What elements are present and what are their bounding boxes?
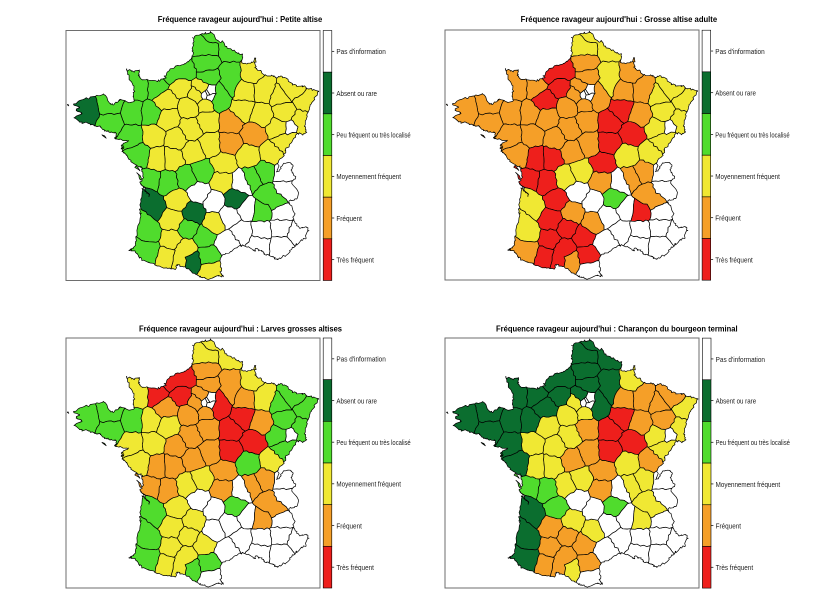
svg-text:Moyennement fréquent: Moyennement fréquent xyxy=(336,173,401,181)
svg-text:Absent ou rare: Absent ou rare xyxy=(715,90,756,98)
svg-text:Peu fréquent ou très localisé: Peu fréquent ou très localisé xyxy=(336,132,410,140)
svg-text:Fréquent: Fréquent xyxy=(715,215,741,223)
svg-text:Peu fréquent ou très localisé: Peu fréquent ou très localisé xyxy=(715,131,789,139)
svg-text:Fréquent: Fréquent xyxy=(716,523,742,531)
svg-text:Absent ou rare: Absent ou rare xyxy=(336,90,377,98)
svg-text:Très fréquent: Très fréquent xyxy=(715,256,753,264)
svg-text:Très fréquent: Très fréquent xyxy=(336,564,374,572)
svg-text:Peu fréquent ou très localisé: Peu fréquent ou très localisé xyxy=(336,439,410,447)
svg-text:Pas d'information: Pas d'information xyxy=(336,48,385,56)
svg-text:Fréquent: Fréquent xyxy=(336,215,362,223)
svg-text:Pas d'information: Pas d'information xyxy=(715,48,764,56)
svg-text:Pas d'information: Pas d'information xyxy=(716,356,765,364)
svg-text:Peu fréquent ou très localisé: Peu fréquent ou très localisé xyxy=(716,439,790,447)
svg-text:Très fréquent: Très fréquent xyxy=(336,257,374,265)
svg-text:Absent ou rare: Absent ou rare xyxy=(336,397,377,405)
svg-text:Moyennement fréquent: Moyennement fréquent xyxy=(336,481,401,489)
svg-text:Moyennement fréquent: Moyennement fréquent xyxy=(715,173,780,181)
svg-text:Pas d'information: Pas d'information xyxy=(336,356,385,364)
svg-text:Fréquence ravageur aujourd'hui: Fréquence ravageur aujourd'hui : Charanç… xyxy=(496,324,738,333)
svg-text:Fréquence ravageur aujourd'hui: Fréquence ravageur aujourd'hui : Grosse … xyxy=(521,15,718,24)
svg-text:Absent ou rare: Absent ou rare xyxy=(716,398,757,406)
svg-text:Très fréquent: Très fréquent xyxy=(716,564,754,572)
svg-text:Fréquent: Fréquent xyxy=(336,522,362,530)
svg-text:Fréquence ravageur aujourd'hui: Fréquence ravageur aujourd'hui : Larves … xyxy=(139,324,343,333)
svg-text:Fréquence ravageur aujourd'hui: Fréquence ravageur aujourd'hui : Petite … xyxy=(158,15,323,24)
svg-text:Moyennement fréquent: Moyennement fréquent xyxy=(716,481,781,489)
